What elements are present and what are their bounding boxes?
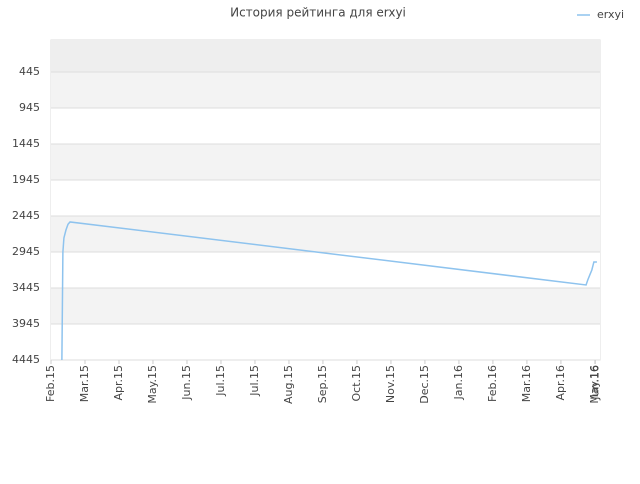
band [51, 179, 600, 216]
y-tick-label: 445 [19, 65, 40, 78]
band [51, 215, 600, 252]
band [51, 71, 600, 108]
band [51, 287, 600, 324]
band [51, 323, 600, 360]
y-tick-label: 2945 [12, 245, 40, 258]
band [51, 251, 600, 288]
x-tick-label: Feb.16 [486, 365, 499, 402]
x-tick-label: Sep.15 [316, 365, 329, 403]
x-tick-label: May.15 [146, 365, 159, 404]
x-tick-label: Apr.16 [554, 365, 567, 401]
x-tick-label: Mar.15 [78, 365, 91, 402]
x-tick-label: Nov.15 [384, 365, 397, 403]
y-tick-label: 945 [19, 101, 40, 114]
x-tick-label: Oct.15 [350, 365, 363, 402]
x-tick-label: Jun.16 [588, 365, 601, 401]
y-tick-label: 3445 [12, 281, 40, 294]
x-tick-label: Feb.15 [44, 365, 57, 402]
x-tick-label: May.16 [588, 365, 601, 404]
band [51, 107, 600, 144]
x-tick-label: Apr.15 [112, 365, 125, 401]
x-tick-label: Jul.15 [248, 365, 261, 397]
y-tick-label: 1445 [12, 137, 40, 150]
band [51, 143, 600, 180]
legend-label: erxyi [597, 8, 624, 21]
x-tick-label: Jun.15 [180, 365, 193, 401]
line [61, 221, 597, 361]
x-tick-label: Jul.15 [214, 365, 227, 397]
band [51, 40, 600, 72]
y-tick-label: 4445 [12, 353, 40, 366]
y-tick-label: 1945 [12, 173, 40, 186]
y-tick-label: 3945 [12, 317, 40, 330]
x-tick-label: Mar.16 [520, 365, 533, 402]
y-tick-label: 2445 [12, 209, 40, 222]
x-tick-label: Aug.15 [282, 365, 295, 404]
x-tick-label: Dec.15 [418, 365, 431, 404]
chart-title: История рейтинга для erxyi [230, 6, 406, 20]
x-tick-label: Jan.16 [452, 365, 465, 400]
